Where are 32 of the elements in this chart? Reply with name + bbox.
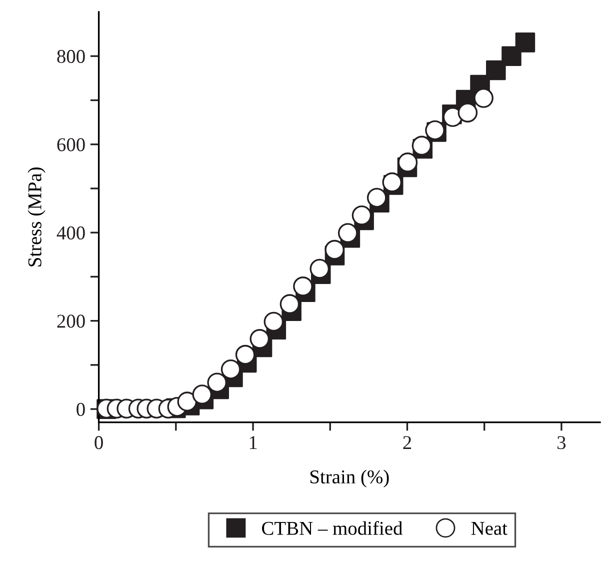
- legend-label: Neat: [471, 522, 508, 535]
- point: [235, 344, 256, 365]
- point: [352, 205, 372, 226]
- y-tick-label: 0: [76, 402, 85, 416]
- x-tick-label: 2: [403, 436, 412, 449]
- point: [310, 258, 330, 279]
- x-tick-label: 0: [94, 436, 103, 450]
- point: [502, 46, 522, 66]
- x-tick-label: 3: [558, 436, 566, 450]
- y-tick-label: 600: [57, 138, 85, 152]
- point: [177, 392, 198, 412]
- point: [280, 294, 300, 314]
- y-tick-label: 800: [57, 50, 85, 64]
- x-axis-title: Strain (%): [310, 470, 389, 488]
- point: [366, 188, 387, 208]
- point: [220, 359, 241, 380]
- x-tick-label: 1: [250, 436, 257, 449]
- point: [324, 240, 344, 260]
- point: [192, 384, 212, 404]
- point: [264, 312, 284, 332]
- y-tick-label: 400: [56, 226, 85, 240]
- y-tick-label: 200: [57, 314, 85, 328]
- point: [458, 102, 478, 122]
- point: [338, 223, 358, 243]
- point: [293, 276, 313, 296]
- point: [250, 329, 270, 349]
- point: [486, 60, 506, 80]
- legend-label: CTBN – modified: [262, 521, 402, 535]
- point: [515, 32, 536, 52]
- point: [207, 372, 227, 392]
- point: [398, 152, 418, 172]
- y-axis-title: Stress (MPa): [28, 168, 46, 266]
